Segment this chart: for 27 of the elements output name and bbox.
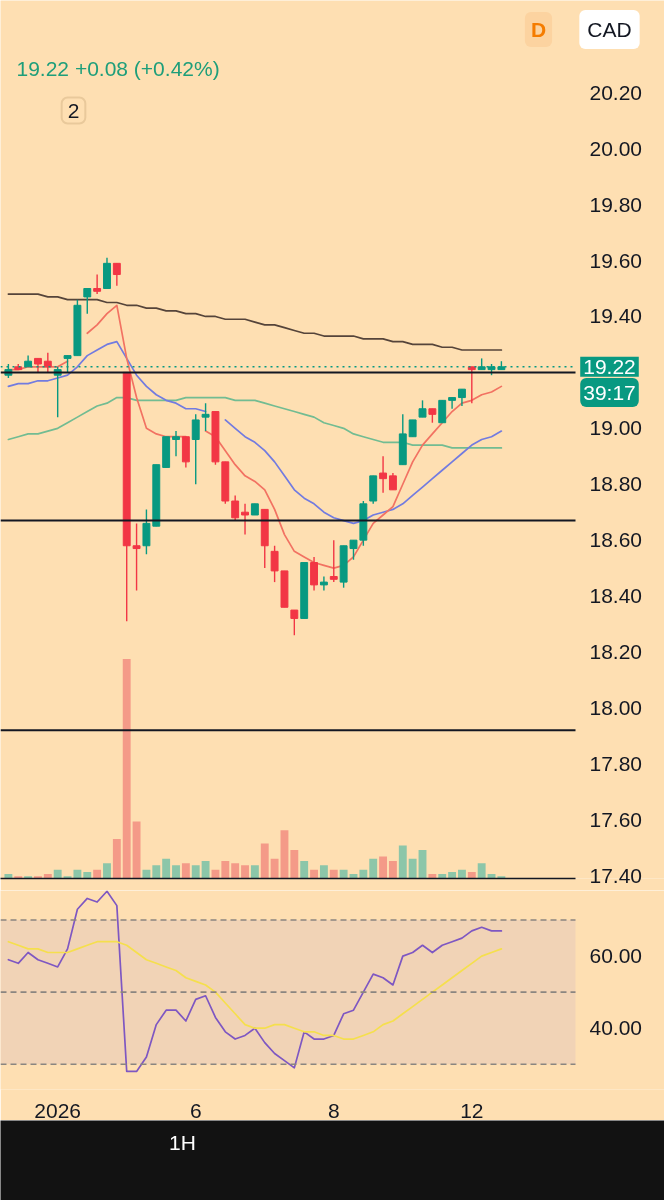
y-tick-label: 60.00	[589, 944, 643, 968]
y-tick-label: 40.00	[589, 1016, 643, 1040]
x-tick-label: 2026	[34, 1098, 82, 1122]
text: D	[530, 18, 547, 41]
y-tick-label: 19.80	[589, 192, 643, 216]
y-tick-label: 17.80	[589, 751, 643, 775]
y-tick-label: 17.40	[589, 863, 643, 887]
x-tick-label: 8	[327, 1098, 340, 1122]
y-tick-label: 18.80	[589, 472, 643, 496]
annotation: 2	[67, 98, 80, 122]
y-tick-label: 18.40	[589, 584, 643, 608]
text: CAD	[587, 18, 632, 41]
y-tick-label: 18.60	[589, 528, 643, 552]
y-tick-label: 19.00	[589, 416, 643, 440]
y-tick-label: 20.00	[589, 136, 643, 160]
y-tick-label: 19.40	[589, 304, 643, 328]
text: 1H	[169, 1131, 196, 1154]
x-tick-label: 6	[189, 1098, 202, 1122]
y-tick-label: 18.00	[589, 695, 643, 719]
x-tick-label: 12	[460, 1098, 484, 1122]
y-tick-label: 18.20	[589, 640, 643, 664]
text: 39:17	[583, 381, 636, 404]
y-tick-label: 17.60	[589, 807, 643, 831]
text: 19.22 +0.08 (+0.42%)	[16, 57, 220, 80]
y-tick-label: 20.20	[589, 80, 643, 104]
y-tick-label: 19.60	[589, 248, 643, 272]
ref-line-label: 19.22	[583, 354, 636, 378]
